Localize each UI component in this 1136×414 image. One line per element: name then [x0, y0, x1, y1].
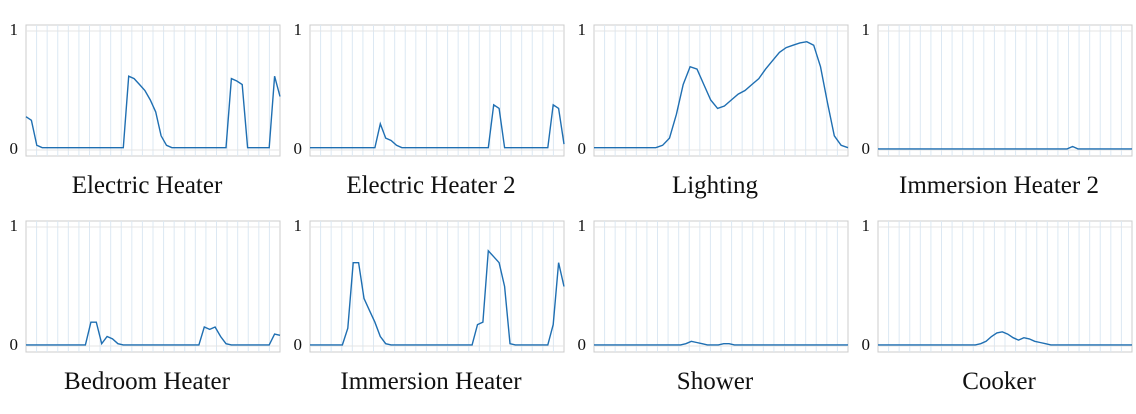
y-tick-label: 1	[578, 20, 587, 39]
series-line	[26, 321, 281, 346]
chart-caption: Lighting	[672, 172, 759, 199]
y-tick-label: 1	[10, 20, 19, 39]
y-tick-label: 0	[862, 139, 871, 158]
series-line	[878, 331, 1132, 346]
y-tick-label: 0	[578, 139, 587, 158]
y-tick-label: 0	[578, 335, 587, 354]
y-tick-label: 0	[862, 335, 871, 354]
series-line	[878, 145, 1132, 150]
chart-caption: Immersion Heater	[340, 368, 522, 395]
series-line	[25, 75, 281, 149]
y-tick-label: 0	[294, 335, 303, 354]
y-tick-label: 1	[578, 216, 587, 235]
y-tick-label: 1	[862, 20, 871, 39]
series-line	[310, 249, 565, 346]
y-tick-label: 0	[10, 139, 19, 158]
chart-caption: Cooker	[962, 368, 1036, 395]
y-tick-label: 0	[294, 139, 303, 158]
chart-caption: Bedroom Heater	[64, 368, 231, 395]
series-line	[310, 103, 565, 149]
chart-caption: Shower	[677, 368, 754, 395]
y-tick-label: 0	[10, 335, 19, 354]
chart-caption: Immersion Heater 2	[899, 172, 1099, 199]
y-tick-label: 1	[862, 216, 871, 235]
chart-caption: Electric Heater 2	[346, 172, 515, 199]
y-tick-label: 1	[294, 20, 303, 39]
series-line	[594, 40, 849, 149]
series-line	[594, 340, 848, 346]
chart-caption: Electric Heater	[72, 172, 223, 199]
y-tick-label: 1	[10, 216, 19, 235]
y-tick-label: 1	[294, 216, 303, 235]
